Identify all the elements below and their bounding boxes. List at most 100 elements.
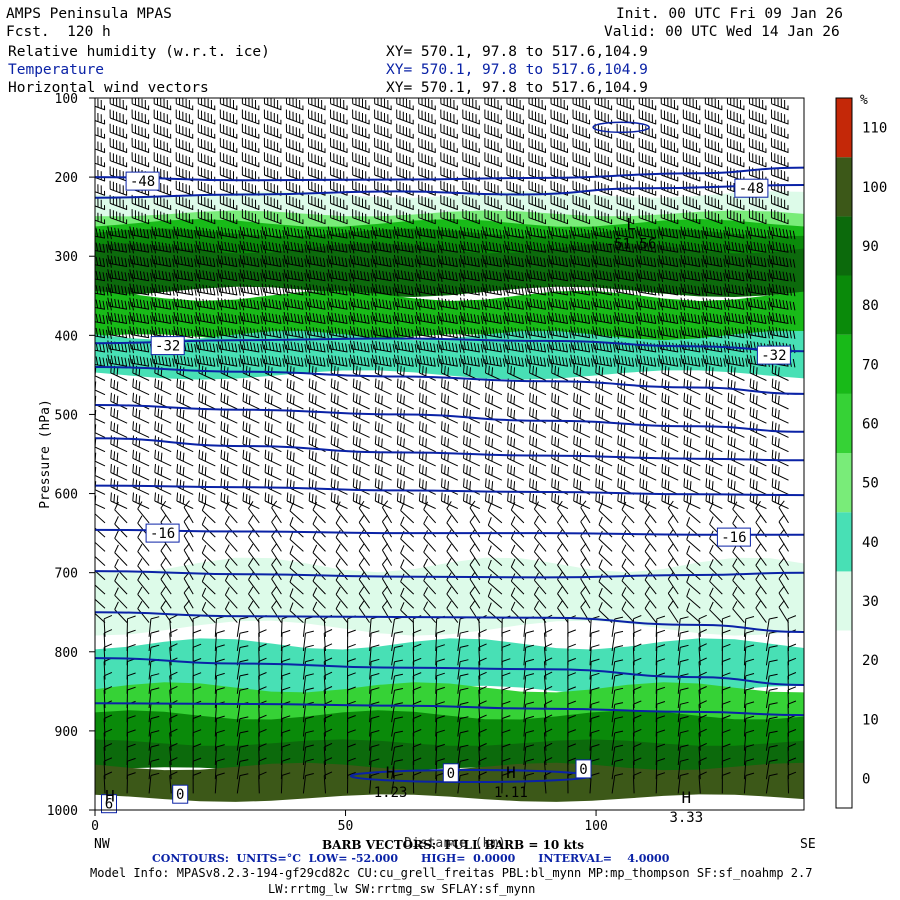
wind-barb-15 [418,98,436,111]
wind-barb-643 [154,378,172,396]
wind-barb-92 [704,123,723,139]
wind-barb-1504 [103,757,113,780]
wind-barb-253 [726,194,745,211]
wind-barb-1338 [677,673,689,694]
wind-barb-637 [727,364,745,381]
wind-barb-1495 [611,744,624,766]
wind-barb-1514 [323,757,333,780]
wind-barb-1457 [478,728,487,751]
wind-barb-821 [551,449,569,467]
wind-barb-653 [374,378,392,396]
wind-barb-1210 [677,616,689,637]
wind-barb-1329 [478,671,487,694]
wind-barb-1542 [236,773,249,794]
wind-barb-69 [197,123,216,139]
wind-barb-1232 [457,630,469,652]
contour-label-box-2 [150,336,185,356]
wind-barb-902 [220,492,238,510]
wind-barb-1250 [148,644,160,666]
wind-barb-714 [308,407,326,424]
wind-barb-641 [110,378,128,396]
wind-barb-1564 [721,772,731,794]
wind-barb-1449 [302,730,314,751]
wind-barb-1432 [632,714,642,737]
contour-info: CONTOURS: UNITS=°C LOW= -52.000 HIGH= 0.… [152,852,670,865]
wind-barb-662 [573,378,591,396]
wind-barb-708 [176,407,194,424]
wind-barb-820 [529,449,547,467]
wind-barb-1237 [567,629,576,652]
wind-barb-88 [616,123,635,139]
wind-barb-26 [660,98,679,111]
wind-barb-108 [352,137,370,154]
wind-barb-259 [153,209,172,225]
wind-barb-447 [768,283,796,297]
wind-barb-43 [330,109,348,125]
wind-barb-750 [396,421,414,438]
wind-barb-810 [308,449,326,467]
wind-barb-847 [418,463,436,481]
wind-barb-1315 [169,671,178,694]
contour-label-box-3 [756,345,791,365]
contour-label-box-5 [716,527,751,547]
wind-barb-901 [198,492,216,510]
wind-barb-74 [308,123,326,139]
wind-barb-71 [241,123,260,139]
wind-barb-1093 [201,573,216,595]
wind-barb-749 [374,421,392,438]
wind-barb-703 [771,392,789,410]
wind-barb-980 [533,515,547,538]
wind-barb-1502 [765,745,778,766]
wind-barb-784 [441,435,459,453]
wind-barb-1025 [114,544,128,566]
wind-barb-887 [595,478,613,495]
wind-barb-156 [704,152,723,168]
wind-barb-1386 [323,700,333,723]
wind-barb-675 [154,392,172,410]
wind-barb-657 [463,378,481,396]
wind-barb-1239 [611,630,624,652]
temperature-contour-11 [95,702,804,717]
wind-barb-1272 [632,643,642,666]
wind-barb-165 [197,166,216,182]
wind-barb-639 [771,364,789,381]
wind-barb-2 [131,98,150,111]
wind-barb-970 [312,516,326,538]
wind-barb-792 [617,435,635,453]
colorbar-frame [835,97,853,809]
wind-barb-1462 [589,729,600,751]
wind-barb-806 [220,449,238,467]
wind-barb-167 [241,166,260,182]
wind-barb-724 [529,407,547,424]
wind-barb-774 [220,435,238,453]
y-tick-label-6: 700 [55,567,78,582]
wind-barb-1186 [148,616,160,637]
wind-barb-1550 [412,771,422,794]
wind-barb-1320 [280,672,291,694]
wind-barb-1171 [510,601,525,623]
wind-barb-415 [768,269,796,282]
wind-barb-745 [286,421,304,438]
wind-barb-17 [462,98,480,111]
wind-barb-789 [551,435,569,453]
wind-barb-1342 [765,673,778,694]
wind-barb-632 [617,364,635,381]
wind-barb-664 [617,378,635,396]
wind-barb-845 [374,463,392,481]
wind-barb-80 [440,123,458,139]
wind-barb-728 [617,407,635,424]
wind-barb-1537 [126,772,136,794]
wind-barb-182 [572,166,591,182]
wind-barb-727 [595,407,613,424]
wind-barb-1129 [289,588,304,609]
wind-barb-118 [572,137,591,154]
wind-barb-78 [396,123,414,139]
wind-barb-1487 [435,743,445,766]
wind-barb-736 [95,424,106,438]
contour-label-box-8 [172,784,189,804]
wind-barb-1285 [214,658,225,680]
wind-barb-9 [285,98,304,111]
wind-barb-949 [557,500,569,524]
wind-barb-1245 [743,630,755,652]
wind-barb-655 [418,378,436,396]
